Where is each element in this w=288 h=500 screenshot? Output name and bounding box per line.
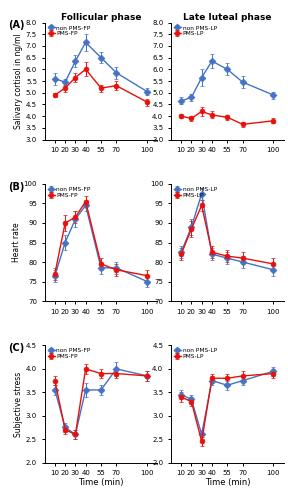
Legend: non PMS-LP, PMS-LP: non PMS-LP, PMS-LP: [173, 347, 218, 360]
Legend: non PMS-FP, PMS-FP: non PMS-FP, PMS-FP: [46, 24, 92, 38]
Legend: non PMS-LP, PMS-LP: non PMS-LP, PMS-LP: [173, 186, 218, 199]
Text: (B): (B): [9, 182, 25, 192]
Title: Follicular phase: Follicular phase: [61, 12, 141, 22]
Legend: non PMS-FP, PMS-FP: non PMS-FP, PMS-FP: [46, 186, 92, 199]
X-axis label: Time (min): Time (min): [78, 478, 124, 486]
Text: (A): (A): [9, 20, 25, 30]
Y-axis label: Heart rate: Heart rate: [12, 222, 21, 262]
Y-axis label: Salivary cortisol in ng/ml: Salivary cortisol in ng/ml: [14, 34, 23, 129]
Title: Late luteal phase: Late luteal phase: [183, 12, 272, 22]
Legend: non PMS-FP, PMS-FP: non PMS-FP, PMS-FP: [46, 347, 92, 360]
Y-axis label: Subjective stress: Subjective stress: [14, 372, 23, 436]
Text: (C): (C): [9, 343, 25, 353]
Legend: non PMS-LP, PMS-LP: non PMS-LP, PMS-LP: [173, 24, 218, 38]
X-axis label: Time (min): Time (min): [204, 478, 250, 486]
